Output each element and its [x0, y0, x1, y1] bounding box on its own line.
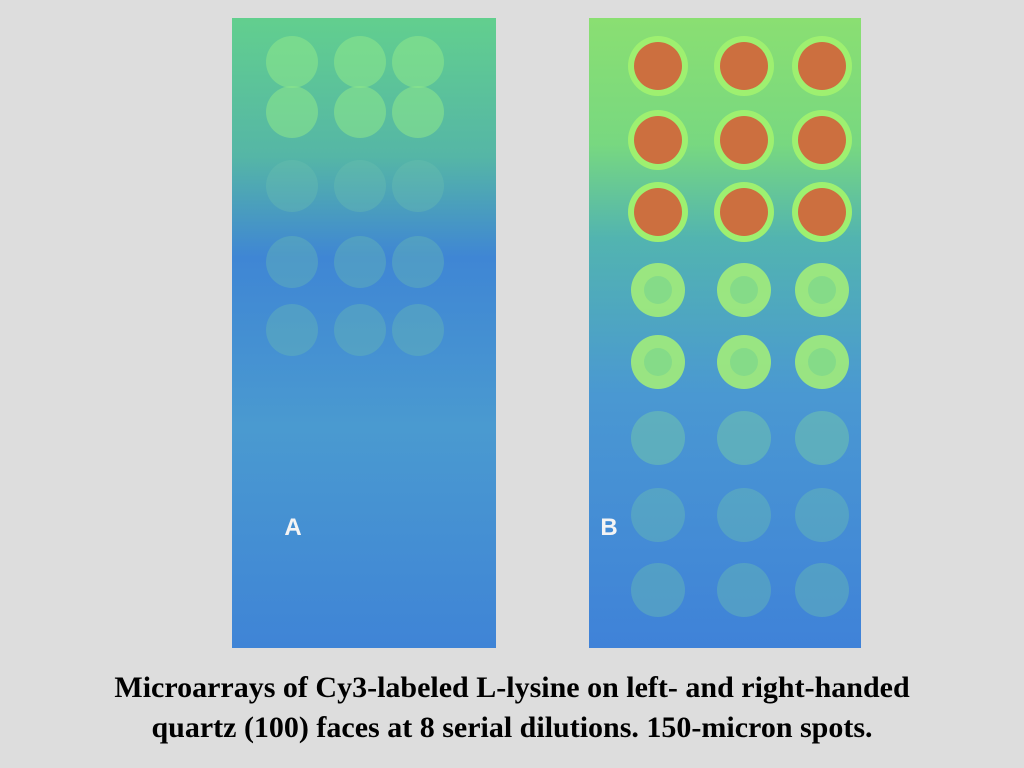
spot: [634, 42, 682, 90]
spot: [644, 276, 672, 304]
panel-label: B: [600, 514, 617, 541]
spot: [631, 411, 685, 465]
spot: [798, 42, 846, 90]
spot: [392, 86, 444, 138]
spot: [808, 276, 836, 304]
caption-line: Microarrays of Cy3-labeled L-lysine on l…: [114, 671, 910, 704]
spot: [644, 348, 672, 376]
caption: Microarrays of Cy3-labeled L-lysine on l…: [0, 668, 1024, 748]
panel-label: A: [284, 514, 301, 541]
spot: [631, 488, 685, 542]
spot: [334, 304, 386, 356]
spot: [266, 86, 318, 138]
spot: [266, 160, 318, 212]
spot: [334, 86, 386, 138]
spots: [266, 36, 852, 617]
spot: [266, 36, 318, 88]
spot: [730, 276, 758, 304]
figure: A B: [232, 18, 861, 648]
spot: [392, 236, 444, 288]
spot: [631, 563, 685, 617]
spot: [798, 188, 846, 236]
spot: [334, 236, 386, 288]
spot: [720, 116, 768, 164]
spot: [334, 160, 386, 212]
spot: [798, 116, 846, 164]
spot: [717, 488, 771, 542]
spot: [266, 236, 318, 288]
spot: [634, 188, 682, 236]
spot: [795, 488, 849, 542]
spot: [730, 348, 758, 376]
spot: [808, 348, 836, 376]
caption-line: quartz (100) faces at 8 serial dilutions…: [151, 711, 873, 744]
spot: [334, 36, 386, 88]
spot: [392, 160, 444, 212]
spot: [717, 411, 771, 465]
spot: [392, 36, 444, 88]
spot: [720, 42, 768, 90]
spot: [634, 116, 682, 164]
spot: [266, 304, 318, 356]
spot: [795, 563, 849, 617]
spot: [717, 563, 771, 617]
spot: [720, 188, 768, 236]
spot: [795, 411, 849, 465]
spot: [392, 304, 444, 356]
